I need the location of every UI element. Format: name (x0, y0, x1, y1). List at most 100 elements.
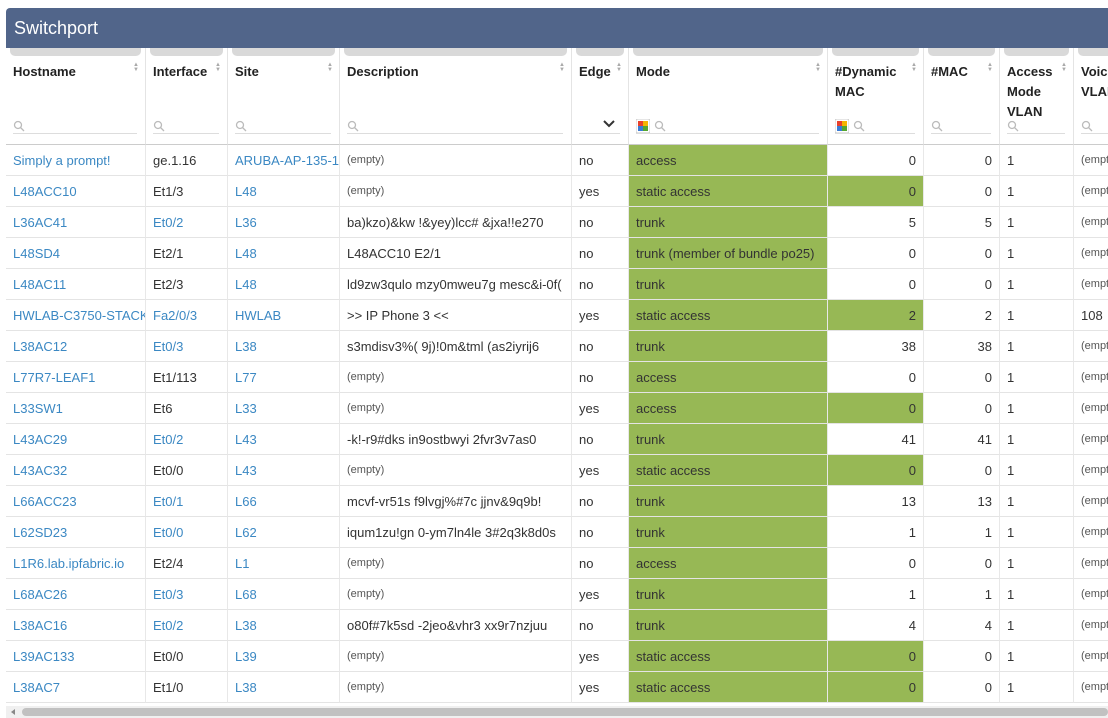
hostname-cell[interactable]: L43AC32 (6, 455, 146, 486)
filter-input[interactable] (931, 119, 991, 134)
filter-input[interactable] (153, 119, 219, 134)
site-cell[interactable]: L38 (228, 610, 340, 641)
scroll-left-arrow[interactable] (8, 706, 20, 718)
sort-icon[interactable]: ▲ ▼ (911, 62, 917, 73)
column-label[interactable]: Hostname (13, 64, 76, 79)
column-drag-handle[interactable] (1004, 48, 1069, 56)
mode-cell: trunk (629, 207, 828, 238)
voice-vlan-cell: (empty) (1074, 641, 1108, 672)
column-drag-handle[interactable] (344, 48, 567, 56)
site-cell[interactable]: L62 (228, 517, 340, 548)
sort-icon[interactable]: ▲ ▼ (327, 62, 333, 73)
hostname-cell[interactable]: L1R6.lab.ipfabric.io (6, 548, 146, 579)
site-cell[interactable]: L33 (228, 393, 340, 424)
edge-cell: no (572, 548, 629, 579)
scroll-thumb[interactable] (22, 708, 1108, 716)
site-cell[interactable]: L48 (228, 269, 340, 300)
hostname-cell[interactable]: L43AC29 (6, 424, 146, 455)
sort-icon[interactable]: ▲ ▼ (1061, 62, 1067, 73)
hostname-cell[interactable]: L33SW1 (6, 393, 146, 424)
column-drag-handle[interactable] (150, 48, 223, 56)
column-label[interactable]: Access Mode VLAN (1007, 64, 1053, 119)
site-cell[interactable]: ARUBA-AP-135-1 (228, 145, 340, 176)
site-cell[interactable]: L38 (228, 672, 340, 703)
mode-cell: access (629, 393, 828, 424)
column-label[interactable]: #MAC (931, 64, 968, 79)
hostname-cell[interactable]: L66ACC23 (6, 486, 146, 517)
column-label[interactable]: Interface (153, 64, 208, 79)
hostname-cell[interactable]: L62SD23 (6, 517, 146, 548)
column-drag-handle[interactable] (576, 48, 624, 56)
hostname-cell[interactable]: L38AC7 (6, 672, 146, 703)
filter-input[interactable] (13, 119, 137, 134)
site-cell[interactable]: L43 (228, 424, 340, 455)
mac-count-cell: 0 (924, 176, 1000, 207)
hostname-cell[interactable]: L48ACC10 (6, 176, 146, 207)
column-label[interactable]: Description (347, 64, 419, 79)
column-drag-handle[interactable] (832, 48, 919, 56)
filter-input[interactable] (636, 119, 819, 134)
column-label[interactable]: Mode (636, 64, 670, 79)
site-cell[interactable]: L66 (228, 486, 340, 517)
column-drag-handle[interactable] (1078, 48, 1108, 56)
sort-icon[interactable]: ▲ ▼ (215, 62, 221, 73)
hostname-cell[interactable]: L77R7-LEAF1 (6, 362, 146, 393)
voice-vlan-cell: (empty) (1074, 393, 1108, 424)
column-drag-handle[interactable] (928, 48, 995, 56)
hostname-cell[interactable]: L36AC41 (6, 207, 146, 238)
description-cell: (empty) (340, 579, 572, 610)
site-cell[interactable]: L39 (228, 641, 340, 672)
interface-cell[interactable]: Et0/1 (146, 486, 228, 517)
site-cell[interactable]: L1 (228, 548, 340, 579)
voice-vlan-cell: (empty) (1074, 672, 1108, 703)
site-cell[interactable]: L68 (228, 579, 340, 610)
hostname-cell[interactable]: HWLAB-C3750-STACK (6, 300, 146, 331)
filter-input[interactable] (1007, 119, 1065, 134)
sort-icon[interactable]: ▲ ▼ (987, 62, 993, 73)
mode-cell: static access (629, 641, 828, 672)
site-cell[interactable]: L48 (228, 238, 340, 269)
interface-cell[interactable]: Fa2/0/3 (146, 300, 228, 331)
access-vlan-cell: 1 (1000, 207, 1074, 238)
interface-cell[interactable]: Et0/3 (146, 579, 228, 610)
filter-select[interactable] (579, 119, 620, 134)
filter-input[interactable] (347, 119, 563, 134)
interface-cell[interactable]: Et0/0 (146, 517, 228, 548)
sort-icon[interactable]: ▲ ▼ (559, 62, 565, 73)
interface-cell[interactable]: Et0/3 (146, 331, 228, 362)
dynamic-mac-cell: 4 (828, 610, 924, 641)
mode-cell: trunk (629, 331, 828, 362)
interface-cell[interactable]: Et0/2 (146, 610, 228, 641)
filter-input[interactable] (1081, 119, 1108, 134)
description-cell: >> IP Phone 3 << (340, 300, 572, 331)
site-cell[interactable]: L38 (228, 331, 340, 362)
site-cell[interactable]: L36 (228, 207, 340, 238)
hostname-cell[interactable]: L68AC26 (6, 579, 146, 610)
site-cell[interactable]: L43 (228, 455, 340, 486)
hostname-cell[interactable]: L48AC11 (6, 269, 146, 300)
interface-cell[interactable]: Et0/2 (146, 207, 228, 238)
sort-icon[interactable]: ▲ ▼ (815, 62, 821, 73)
column-label[interactable]: Site (235, 64, 259, 79)
filter-input[interactable] (235, 119, 331, 134)
site-cell[interactable]: L48 (228, 176, 340, 207)
column-drag-handle[interactable] (232, 48, 335, 56)
column-drag-handle[interactable] (633, 48, 823, 56)
hostname-cell[interactable]: L38AC16 (6, 610, 146, 641)
column-label[interactable]: Edge (579, 64, 611, 79)
horizontal-scrollbar[interactable] (6, 706, 1108, 718)
hostname-cell[interactable]: L38AC12 (6, 331, 146, 362)
access-vlan-cell: 1 (1000, 238, 1074, 269)
hostname-cell[interactable]: L48SD4 (6, 238, 146, 269)
hostname-cell[interactable]: L39AC133 (6, 641, 146, 672)
hostname-cell[interactable]: Simply a prompt! (6, 145, 146, 176)
filter-input[interactable] (835, 119, 915, 134)
column-label[interactable]: #Dynamic MAC (835, 64, 897, 99)
interface-cell[interactable]: Et0/2 (146, 424, 228, 455)
site-cell[interactable]: L77 (228, 362, 340, 393)
column-label[interactable]: Voice VLAN (1081, 64, 1108, 99)
column-drag-handle[interactable] (10, 48, 141, 56)
sort-icon[interactable]: ▲ ▼ (616, 62, 622, 73)
sort-icon[interactable]: ▲ ▼ (133, 62, 139, 73)
site-cell[interactable]: HWLAB (228, 300, 340, 331)
